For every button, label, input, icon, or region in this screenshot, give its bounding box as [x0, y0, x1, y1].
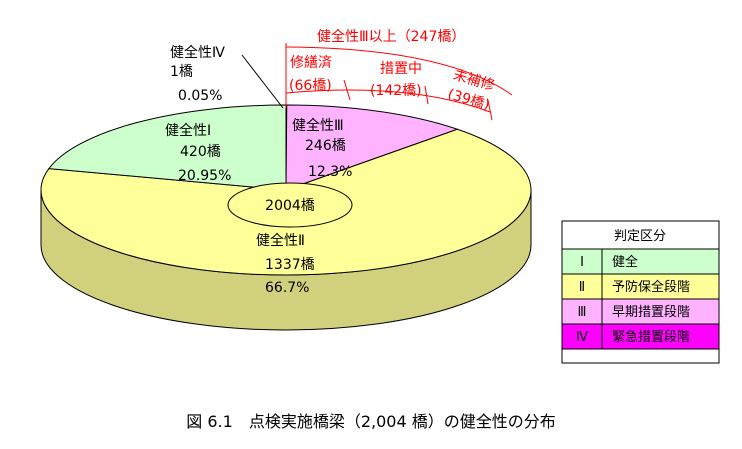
- center-ellipse: [227, 182, 353, 228]
- breakdown-inner-tick-2: [424, 85, 429, 105]
- legend-label-cell: [601, 273, 720, 300]
- breakdown-inner-tick-3: [487, 99, 493, 121]
- legend-label-cell: [601, 323, 720, 350]
- slice-iii-name: 健全性Ⅲ: [292, 117, 344, 134]
- legend-label: 予防保全段階: [612, 279, 690, 295]
- slice-i-pct: 20.95%: [178, 168, 231, 184]
- legend-code: Ⅱ: [579, 280, 585, 295]
- legend: 判定区分 Ⅰ 健全 Ⅱ 予防保全段階 Ⅲ 早期措置段階 Ⅳ 緊急措置段階: [561, 220, 720, 364]
- legend-row: Ⅰ 健全: [561, 248, 720, 275]
- breakdown-item-2-name: 措置中: [380, 61, 422, 77]
- slice-ii-count: 1337橋: [265, 257, 315, 273]
- breakdown-inner-arc: [285, 89, 491, 113]
- breakdown-item-1-count: (66橋): [289, 78, 332, 94]
- slice-i-name: 健全性Ⅰ: [165, 122, 211, 139]
- figure-caption: 図 6.1 点検実施橋梁（2,004 橋）の健全性の分布: [186, 412, 555, 431]
- legend-label: 早期措置段階: [612, 305, 690, 320]
- legend-code: Ⅰ: [580, 255, 584, 270]
- legend-swatch: [561, 298, 603, 325]
- legend-row: Ⅳ 緊急措置段階: [561, 323, 720, 350]
- slice-ii-name: 健全性Ⅱ: [256, 232, 305, 249]
- pie-slice-i: [47, 104, 287, 191]
- legend-swatch: [561, 323, 603, 350]
- slice-i-count: 420橋: [180, 144, 221, 160]
- legend-title: 判定区分: [614, 229, 666, 244]
- breakdown-item-2-count: (142橋): [370, 83, 422, 99]
- legend-label: 健全: [612, 254, 638, 270]
- slice-iii-pct: 12.3%: [308, 164, 352, 180]
- slice-iii-count: 246橋: [305, 138, 346, 154]
- pie-slice-iii: [285, 104, 459, 191]
- slice-iv-name: 健全性Ⅳ: [170, 44, 225, 61]
- legend-label-cell: [601, 298, 720, 325]
- breakdown-inner-tick-1: [343, 79, 351, 101]
- legend-label: 緊急措置段階: [612, 330, 690, 345]
- slice-iv-leader: [241, 54, 284, 109]
- legend-code: Ⅲ: [578, 305, 587, 320]
- slice-iv-count: 1橋: [170, 64, 193, 80]
- slice-ii-pct: 66.7%: [265, 280, 309, 296]
- legend-row: Ⅱ 予防保全段階: [561, 273, 720, 300]
- breakdown-outer-label: 健全性Ⅲ以上（247橋）: [317, 28, 465, 45]
- slice-iv-pct: 0.05%: [178, 88, 222, 104]
- breakdown-item-1-name: 修繕済: [290, 55, 332, 71]
- center-total-label: 2004橋: [265, 198, 315, 214]
- legend-swatch: [561, 273, 603, 300]
- breakdown-outer-arc: [285, 46, 513, 96]
- legend-code: Ⅳ: [576, 330, 588, 345]
- legend-row: Ⅲ 早期措置段階: [561, 298, 720, 325]
